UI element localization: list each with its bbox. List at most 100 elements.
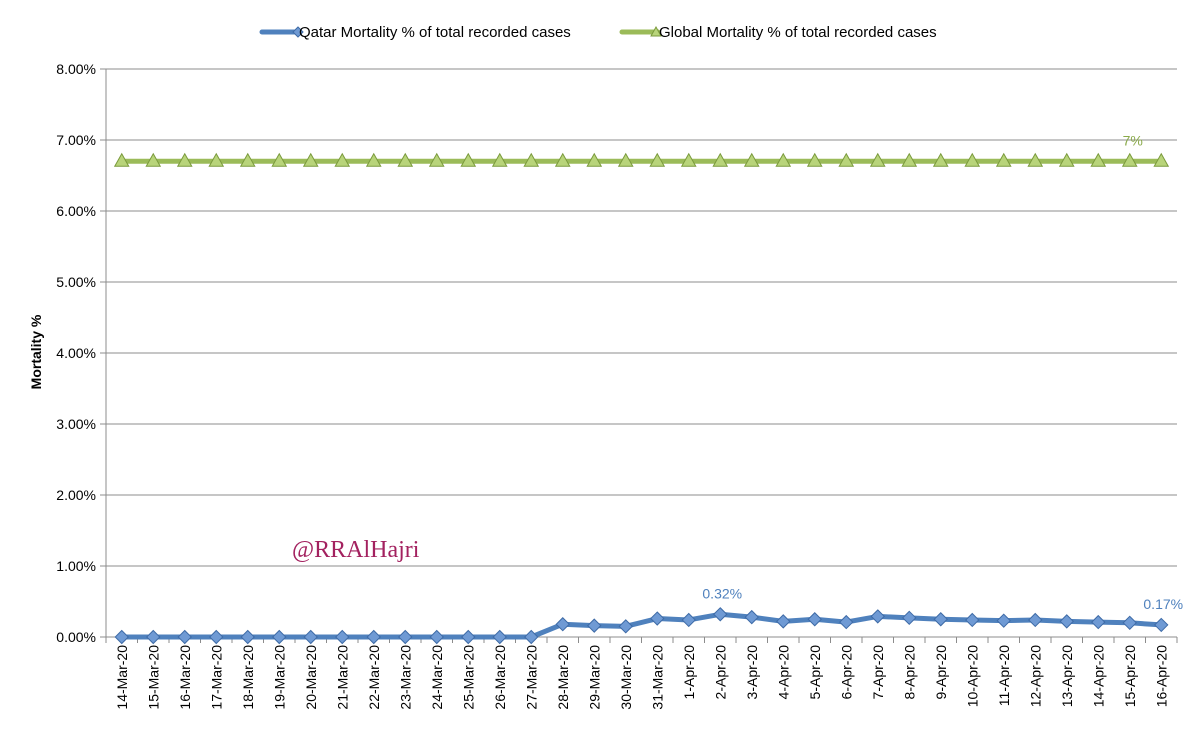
data-point [491, 152, 508, 167]
x-tick-label: 2-Apr-20 [712, 645, 728, 700]
x-tick-label: 28-Mar-20 [555, 645, 571, 710]
data-point [240, 629, 255, 645]
data-point [995, 152, 1012, 167]
y-tick-label: 5.00% [56, 274, 96, 290]
data-point [428, 152, 445, 167]
data-point [586, 152, 603, 167]
data-point [209, 629, 224, 645]
data-point [429, 629, 444, 645]
data-point [587, 618, 602, 633]
data-point [933, 612, 948, 627]
y-tick-label: 7.00% [56, 132, 96, 148]
data-point [1059, 614, 1074, 629]
x-tick-label: 15-Apr-20 [1122, 645, 1138, 707]
data-point [617, 152, 634, 167]
data-point [964, 152, 981, 167]
data-point [965, 612, 980, 628]
data-point [335, 629, 350, 645]
x-tick-label: 16-Apr-20 [1153, 645, 1169, 707]
x-tick-label: 31-Mar-20 [649, 645, 665, 710]
data-point [239, 152, 256, 167]
watermark-annotation: @RRAlHajri [292, 537, 420, 563]
legend-label: Global Mortality % of total recorded cas… [659, 24, 937, 41]
data-point [649, 152, 666, 167]
x-tick-label: 24-Mar-20 [429, 645, 445, 710]
data-point [554, 152, 571, 167]
y-axis-title: Mortality % [28, 314, 44, 389]
data-point [1121, 152, 1138, 167]
data-label: 0.17% [1143, 596, 1183, 612]
data-point [114, 629, 129, 645]
data-point [397, 152, 414, 167]
x-tick-labels: 14-Mar-20 15-Mar-20 16-Mar-20 17-Mar-20 18-M… [114, 645, 1170, 710]
axes [100, 68, 1178, 643]
y-tick-label: 2.00% [56, 487, 96, 503]
data-point [618, 619, 633, 634]
x-tick-label: 21-Mar-20 [334, 645, 350, 710]
data-point [177, 629, 192, 645]
data-point [680, 152, 697, 167]
data-point [713, 607, 728, 622]
data-point [743, 152, 760, 167]
series-line [119, 611, 1164, 640]
x-tick-label: 20-Mar-20 [303, 645, 319, 710]
data-point [775, 152, 792, 167]
data-point [932, 152, 949, 167]
x-tick-label: 30-Mar-20 [618, 645, 634, 710]
data-point [492, 629, 507, 645]
data-point [902, 610, 917, 626]
data-point [302, 152, 319, 167]
y-tick-label: 8.00% [56, 61, 96, 77]
data-point [996, 613, 1011, 628]
data-point [1058, 152, 1075, 167]
data-point [524, 629, 539, 645]
x-tick-label: 19-Mar-20 [271, 645, 287, 710]
x-tick-label: 6-Apr-20 [838, 645, 854, 700]
data-point [869, 152, 886, 167]
data-point [838, 152, 855, 167]
data-point [272, 629, 287, 645]
data-point [1154, 617, 1169, 633]
data-point [1027, 152, 1044, 167]
data-point [1153, 152, 1170, 167]
data-point [460, 152, 477, 167]
y-tick-label: 4.00% [56, 345, 96, 361]
data-point [365, 152, 382, 167]
legend[interactable]: Qatar Mortality % of total recorded case… [259, 24, 937, 41]
x-tick-label: 1-Apr-20 [681, 645, 697, 700]
data-point [271, 152, 288, 167]
data-point [806, 152, 823, 167]
data-point [145, 152, 162, 167]
x-tick-label: 14-Mar-20 [114, 645, 130, 710]
x-tick-label: 26-Mar-20 [492, 645, 508, 710]
x-tick-label: 10-Apr-20 [964, 645, 980, 707]
data-point [303, 629, 318, 645]
x-tick-label: 8-Apr-20 [901, 645, 917, 700]
y-tick-label: 1.00% [56, 558, 96, 574]
x-tick-label: 27-Mar-20 [523, 645, 539, 710]
data-point [113, 152, 130, 167]
data-point [1090, 152, 1107, 167]
x-tick-label: 3-Apr-20 [744, 645, 760, 700]
x-tick-label: 25-Mar-20 [460, 645, 476, 710]
data-point [1091, 614, 1106, 630]
data-label: 0.32% [702, 585, 742, 601]
data-point [146, 629, 161, 645]
x-tick-label: 14-Apr-20 [1090, 645, 1106, 707]
data-label: 7% [1123, 132, 1143, 148]
x-tick-label: 18-Mar-20 [240, 645, 256, 710]
x-tick-label: 17-Mar-20 [208, 645, 224, 710]
legend-entry[interactable]: Qatar Mortality % of total recorded case… [259, 24, 571, 41]
legend-entry[interactable]: Global Mortality % of total recorded cas… [619, 24, 937, 41]
data-point [681, 612, 696, 628]
x-tick-label: 29-Mar-20 [586, 645, 602, 710]
legend-marker-icon [650, 25, 662, 37]
data-point [870, 609, 885, 624]
y-tick-labels: 0.00% 1.00% 2.00% 3.00% 4.00% 5.00% 6.00% 7.00%… [56, 61, 96, 645]
data-point [744, 609, 759, 625]
data-point [1028, 612, 1043, 628]
y-tick-label: 0.00% [56, 629, 96, 645]
data-point [523, 152, 540, 167]
data-point [334, 152, 351, 167]
